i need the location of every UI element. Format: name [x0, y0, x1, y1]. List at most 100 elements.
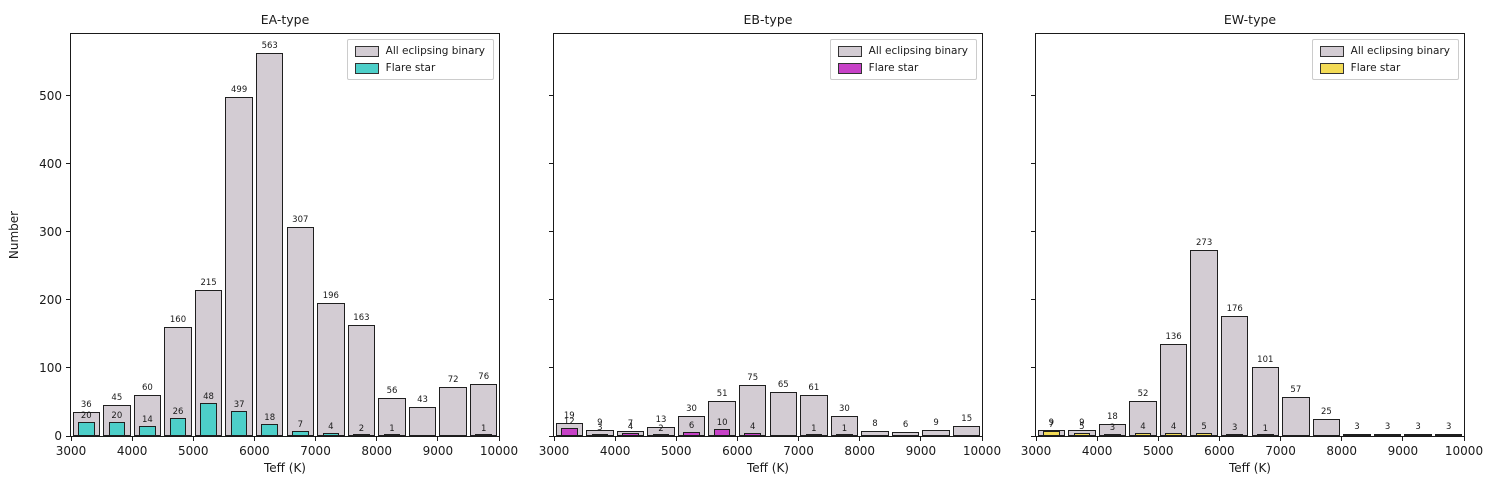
- bar-flare-bin0: [561, 427, 578, 436]
- legend-swatch-all-eb-type: [837, 45, 862, 57]
- x-tick-label: 7000: [1265, 444, 1296, 458]
- bar-all-label-bin4: 215: [200, 277, 217, 288]
- x-tick-ew-type: [1463, 437, 1465, 441]
- legend-swatch-all-ea-type: [354, 45, 379, 57]
- axes-ea-type: 36 20 45 20 60 14 160 26 215 48 499 37 563 18 307 7 196 4…: [70, 33, 500, 437]
- y-tick-eb-type: [549, 435, 553, 437]
- bar-flare-label-bin7: 7: [297, 420, 303, 431]
- bar-flare-label-bin3: 2: [658, 423, 664, 434]
- y-tick-eb-type: [549, 95, 553, 97]
- bar-all-label-bin2: 7: [627, 419, 634, 430]
- bar-flare-bin3: [169, 418, 187, 436]
- x-tick-ew-type: [1341, 437, 1343, 441]
- x-tick-label: 3000: [55, 444, 87, 458]
- bar-all-label-bin3: 160: [169, 315, 187, 326]
- x-tick-ea-type: [192, 437, 194, 441]
- bar-all-bin8: [800, 394, 828, 436]
- bar-flare-label-bin2: 3: [1109, 422, 1116, 433]
- y-tick-ew-type: [1031, 163, 1035, 165]
- bar-all-label-bin10: 56: [386, 385, 398, 396]
- bar-all-bin6: [255, 53, 284, 436]
- legend-ew-type: All eclipsing binary Flare star: [1311, 39, 1459, 80]
- legend-entry: All eclipsing binary: [1319, 45, 1450, 57]
- y-tick-ea-type: [66, 95, 70, 97]
- bar-flare-bin3: [1134, 433, 1152, 436]
- panel-title-ew-type: EW-type: [1223, 12, 1277, 27]
- bar-all-bin8: [1282, 397, 1310, 436]
- bar-all-bin7: [769, 391, 798, 436]
- bar-all-label-bin9: 30: [839, 403, 850, 414]
- bar-all-label-bin7: 307: [292, 215, 309, 226]
- bar-flare-label-bin4: 48: [203, 392, 214, 403]
- y-tick-label: 500: [39, 88, 62, 103]
- bar-all-label-bin1: 45: [111, 393, 123, 404]
- bar-all-label-bin13: 15: [961, 413, 973, 424]
- bar-all-label-bin5: 51: [716, 389, 728, 400]
- bar-flare-bin1: [1073, 432, 1091, 436]
- legend-ea-type: All eclipsing binary Flare star: [346, 39, 494, 80]
- x-axis-label-ew-type: Teff (K): [1229, 461, 1271, 475]
- bar-all-bin4: [677, 415, 706, 436]
- bar-all-bin11: [891, 431, 920, 436]
- bar-flare-label-bin3: 4: [1140, 422, 1146, 433]
- bar-flare-label-bin1: 20: [111, 411, 123, 422]
- bar-flare-label-bin0: 20: [80, 411, 92, 422]
- bar-flare-label-bin2: 4: [627, 422, 634, 433]
- bar-all-label-bin5: 273: [1196, 238, 1213, 249]
- bar-all-bin5: [1190, 250, 1218, 436]
- y-tick-ea-type: [66, 299, 70, 301]
- bar-all-bin11: [1373, 433, 1402, 436]
- y-tick-eb-type: [549, 163, 553, 165]
- x-tick-label: 6000: [239, 444, 270, 458]
- bar-all-label-bin7: 65: [777, 379, 789, 390]
- bar-flare-label-bin10: 1: [389, 423, 395, 434]
- bar-all-label-bin12: 3: [1415, 421, 1421, 432]
- x-tick-label: 3000: [538, 444, 570, 458]
- bar-flare-label-bin6: 3: [1231, 422, 1238, 433]
- legend-label: Flare star: [868, 62, 919, 74]
- bar-flare-bin10: [383, 434, 401, 436]
- y-tick-ew-type: [1031, 231, 1035, 233]
- x-tick-eb-type: [553, 437, 555, 441]
- x-tick-eb-type: [675, 437, 677, 441]
- bar-flare-label-bin0: 12: [563, 416, 575, 427]
- bar-all-bin13: [1434, 433, 1463, 436]
- bar-all-bin5: [708, 401, 736, 436]
- bar-all-bin1: [103, 405, 131, 436]
- legend-swatch-flare-eb-type: [837, 62, 862, 74]
- x-tick-label: 5000: [661, 444, 692, 458]
- bar-flare-bin1: [591, 433, 609, 436]
- bar-flare-label-bin0: 7: [1048, 420, 1054, 431]
- bar-all-label-bin8: 196: [322, 290, 339, 301]
- x-tick-label: 4000: [599, 444, 631, 458]
- bar-all-label-bin6: 563: [261, 41, 278, 52]
- bar-all-label-bin11: 6: [902, 419, 909, 430]
- bar-all-label-bin0: 19: [563, 411, 575, 422]
- bar-flare-bin2: [1104, 433, 1121, 436]
- x-tick-ea-type: [70, 437, 72, 441]
- x-tick-label: 9000: [422, 444, 454, 458]
- x-tick-label: 10000: [479, 444, 519, 458]
- x-tick-ew-type: [1402, 437, 1404, 441]
- axes-eb-type: 19 12 9 3 7 4 13 2 30 6 51 10 75 4 65 61 1 30 1 8 6 9 15 All ec…: [553, 33, 983, 437]
- bar-all-bin5: [225, 96, 253, 436]
- bar-all-label-bin3: 52: [1137, 388, 1149, 399]
- bar-all-bin9: [347, 325, 376, 436]
- panel-title-eb-type: EB-type: [743, 12, 793, 27]
- bar-flare-bin4: [200, 403, 217, 436]
- legend-eb-type: All eclipsing binary Flare star: [829, 39, 977, 80]
- bar-flare-label-bin3: 26: [172, 407, 184, 418]
- bar-all-bin13: [952, 425, 981, 436]
- bar-all-label-bin2: 18: [1107, 411, 1118, 422]
- bar-all-label-bin3: 13: [655, 415, 667, 426]
- bar-all-bin10: [1343, 433, 1371, 436]
- x-tick-label: 5000: [1143, 444, 1174, 458]
- bar-all-label-bin7: 101: [1257, 355, 1274, 366]
- bar-flare-bin9: [353, 434, 370, 436]
- y-tick-ea-type: [66, 231, 70, 233]
- axes-ew-type: 9 7 9 5 18 3 52 4 136 4 273 5 176 3 101 1 57 25 3 3 3 3 All ec…: [1035, 33, 1465, 437]
- y-tick-label: 100: [39, 360, 62, 375]
- x-tick-label: 7000: [300, 444, 331, 458]
